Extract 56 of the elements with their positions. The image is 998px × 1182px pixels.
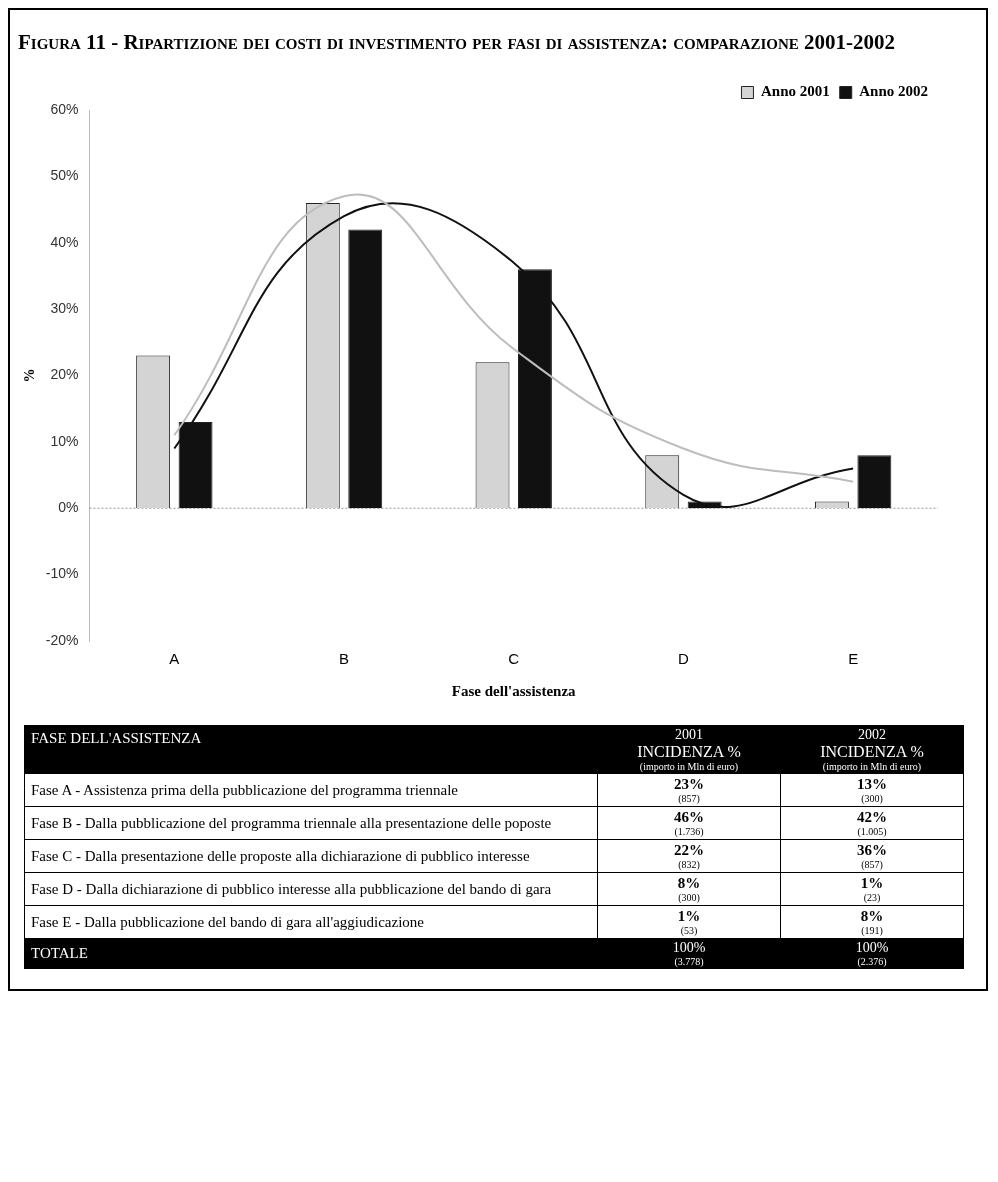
y-tick-label: 40%	[50, 233, 79, 250]
text: (300)	[677, 892, 701, 903]
text: (2.376)	[856, 956, 888, 967]
chart-title: Figura 11 - Ripartizione dei costi di investimento per fasi di assistenza: comparazione 2001-2002	[18, 30, 897, 55]
legend-label: Anno 2001	[760, 83, 830, 100]
text: 2001	[674, 727, 704, 743]
text: 8%	[859, 908, 885, 925]
y-tick-label: 50%	[50, 167, 79, 184]
y-tick-label: 60%	[50, 100, 79, 117]
y-tick-label: 20%	[50, 366, 79, 383]
text: 46%	[673, 809, 705, 826]
text: 36%	[856, 842, 888, 859]
text: 13%	[856, 776, 888, 793]
y-tick-label: 10%	[50, 432, 79, 449]
text: (23)	[862, 892, 882, 903]
x-tick-label: B	[339, 650, 350, 668]
text: (1.005)	[856, 826, 888, 837]
y-tick-label: -10%	[45, 565, 79, 582]
text: (300)	[860, 793, 884, 804]
text: 22%	[673, 842, 705, 859]
text: 2002	[857, 727, 887, 743]
text: (importo in Mln di euro)	[638, 761, 740, 772]
text: Fase E - Dalla pubblicazione del bando di gara all'aggiudicazione	[24, 905, 598, 939]
text: 23%	[673, 776, 705, 793]
text: FASE DELL'ASSISTENZA	[24, 725, 598, 774]
y-axis-title: %	[22, 368, 38, 383]
text: INCIDENZA %	[636, 743, 742, 761]
y-tick-label: 0%	[58, 499, 79, 516]
text: 42%	[856, 809, 888, 826]
legend-label: Anno 2002	[859, 83, 929, 100]
text: 8%	[676, 875, 702, 892]
text: 100%	[854, 940, 890, 956]
text: (857)	[860, 859, 884, 870]
text: 1%	[859, 875, 885, 892]
text: (importo in Mln di euro)	[821, 761, 923, 772]
text: (3.778)	[673, 956, 705, 967]
text: 1%	[676, 908, 702, 925]
text: INCIDENZA %	[819, 743, 925, 761]
x-tick-label: E	[848, 650, 859, 668]
text: Fase B - Dalla pubblicazione del programma triennale alla presentazione delle poposte	[24, 806, 598, 840]
y-tick-label: 30%	[50, 299, 79, 316]
x-tick-label: D	[678, 650, 690, 668]
text: Fase D - Dalla dichiarazione di pubblico interesse alla pubblicazione del bando di gara	[24, 872, 598, 906]
text: (53)	[679, 925, 699, 936]
text: (832)	[677, 859, 701, 870]
text: TOTALE	[24, 938, 598, 969]
text: Fase A - Assistenza prima della pubblicazione del programma triennale	[24, 773, 598, 807]
x-tick-label: A	[169, 650, 180, 668]
text: 100%	[671, 940, 707, 956]
x-axis-title: Fase dell'assistenza	[451, 682, 577, 699]
y-tick-label: -20%	[45, 631, 79, 648]
text: (191)	[860, 925, 884, 936]
x-tick-label: C	[508, 650, 520, 668]
text: Fase C - Dalla presentazione delle proposte alla dichiarazione di pubblico interesse	[24, 839, 598, 873]
text: (857)	[677, 793, 701, 804]
text: (1.736)	[673, 826, 705, 837]
